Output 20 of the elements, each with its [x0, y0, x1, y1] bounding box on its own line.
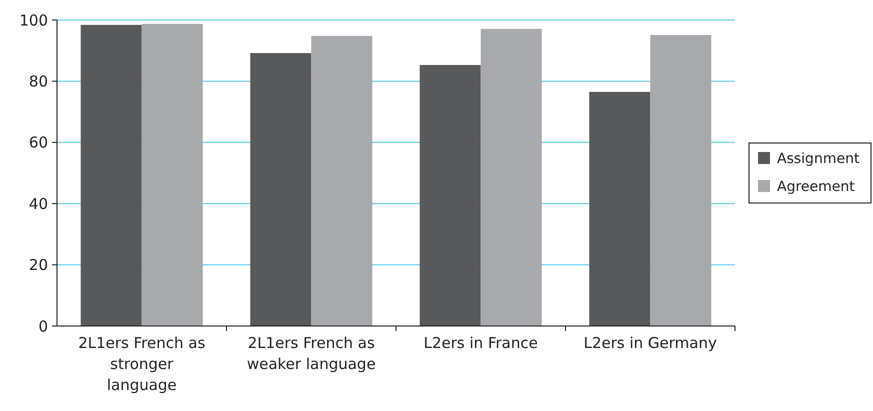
x-tick-label: L2ers in Germany [584, 334, 718, 352]
legend-label: Assignment [777, 150, 860, 167]
bar [420, 64, 481, 326]
bar [80, 24, 142, 326]
bar [250, 53, 312, 326]
bar [311, 36, 372, 326]
x-tick-label: 2L1ers French as weaker language [246, 334, 376, 373]
x-tick-label: L2ers in France [424, 334, 538, 352]
y-tick-label: 40 [28, 194, 48, 213]
legend-label: Agreement [777, 178, 856, 195]
y-tick-label: 20 [28, 256, 48, 274]
bar [480, 28, 542, 326]
bar [142, 24, 203, 326]
x-tick-label: 2L1ers French as stronger language [78, 334, 206, 394]
y-tick-label: 60 [28, 134, 48, 152]
bar [589, 92, 650, 326]
y-tick-label: 100 [19, 11, 48, 30]
y-tick-label: 0 [38, 317, 48, 336]
bar [650, 34, 712, 326]
y-tick-label: 80 [28, 72, 48, 90]
